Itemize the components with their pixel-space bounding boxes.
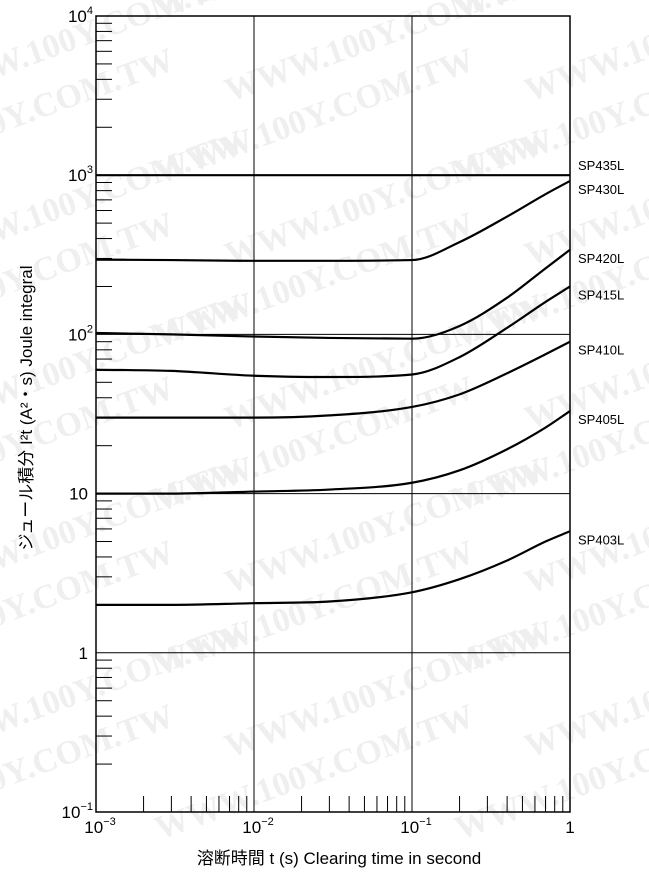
series-line-sp403l	[95, 530, 571, 606]
y-axis-label: ジュール積分 I²t (A²・s) Joule integral	[17, 265, 36, 550]
series-line-sp405l	[95, 410, 571, 495]
series-line-sp430l	[95, 179, 571, 262]
x-tick-label: 1	[565, 818, 574, 837]
series-label-sp405l: SP405L	[578, 412, 624, 427]
series-line-sp410l	[95, 340, 571, 419]
series-label-sp410l: SP410L	[578, 343, 624, 358]
minor-ticks	[96, 22, 564, 812]
x-tick-labels: 10−3 10−2 10−1 1	[84, 816, 574, 837]
series-label-sp403l: SP403L	[578, 532, 624, 547]
series-group	[95, 174, 571, 606]
y-tick-label: 103	[68, 164, 93, 185]
y-tick-label: 10−1	[62, 801, 93, 822]
series-label-sp420l: SP420L	[578, 251, 624, 266]
y-tick-label: 1	[79, 644, 88, 663]
x-tick-label: 10−2	[242, 816, 273, 837]
series-labels: SP435L SP430L SP420L SP415L SP410L SP405L SP40…	[578, 158, 624, 547]
series-label-sp430l: SP430L	[578, 182, 624, 197]
series-line-sp420l	[95, 248, 571, 340]
x-tick-label: 10−3	[84, 816, 115, 837]
y-tick-labels: 10−1 1 10 102 103 104	[62, 5, 93, 822]
series-line-sp415l	[95, 285, 571, 379]
y-tick-label: 102	[68, 323, 93, 344]
x-tick-label: 10−1	[400, 816, 431, 837]
series-label-sp415l: SP415L	[578, 287, 624, 302]
y-tick-label: 10	[69, 485, 88, 504]
series-label-sp435l: SP435L	[578, 158, 624, 173]
y-tick-label: 104	[68, 5, 93, 26]
x-axis-label: 溶断時間 t (s) Clearing time in second	[197, 849, 481, 868]
plot-frame	[95, 15, 571, 813]
